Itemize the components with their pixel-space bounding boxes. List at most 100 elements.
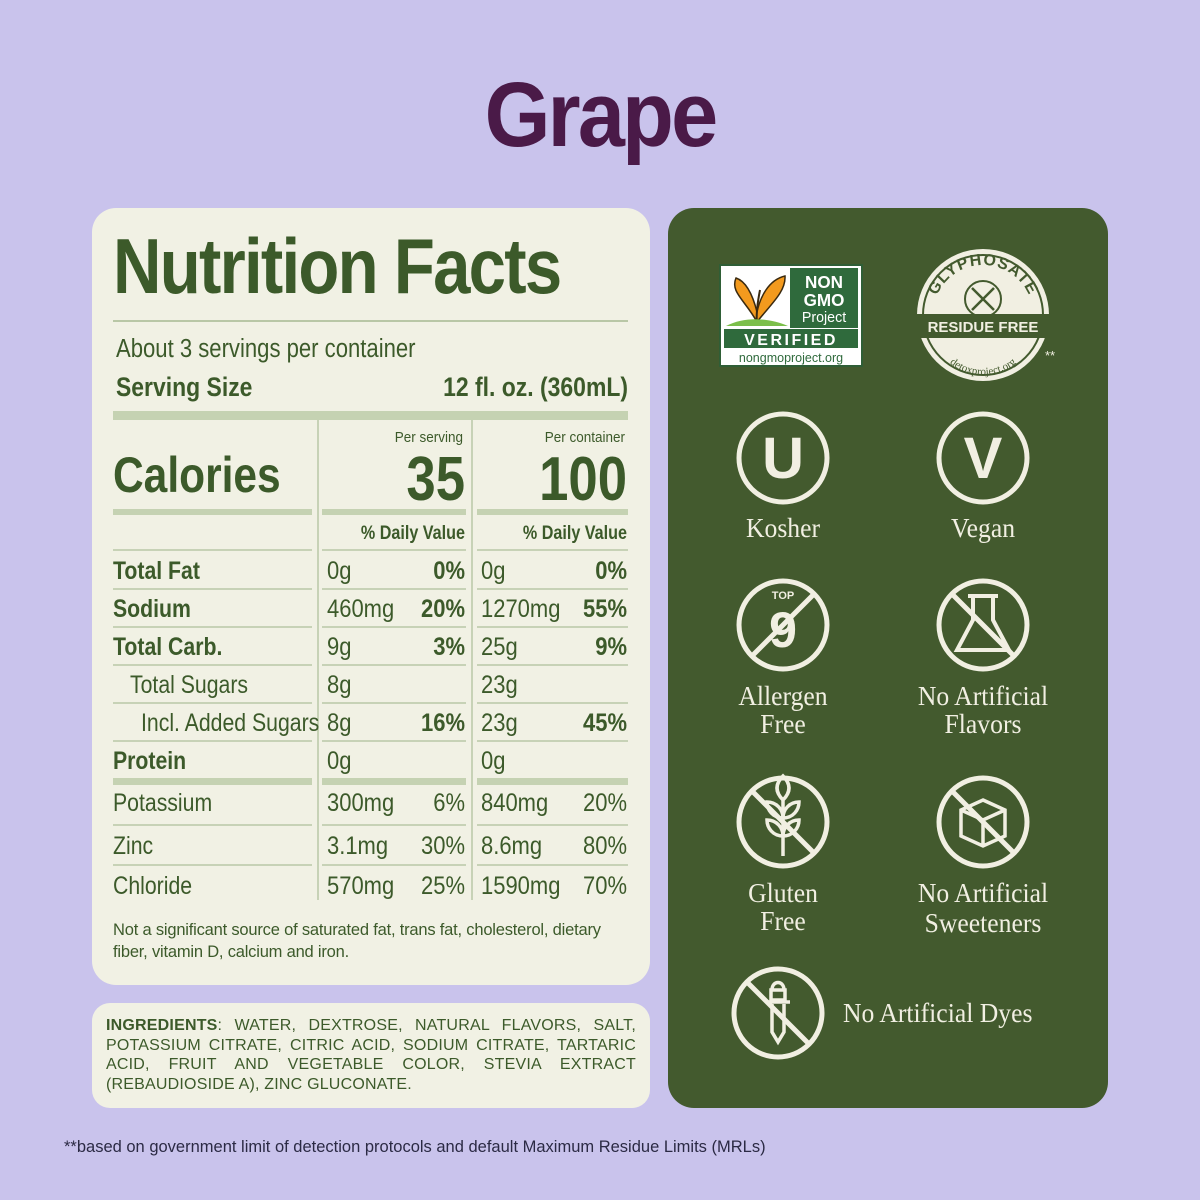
claim-label: Vegan [951, 513, 1015, 543]
ingredients-label: INGREDIENTS [106, 1017, 218, 1034]
ingredients-card [92, 1003, 650, 1108]
nutrition-heading: Nutrition Facts [113, 223, 560, 310]
nutrient-daily-value: 80% [583, 832, 627, 860]
calories-bar [322, 509, 466, 515]
nutrient-amount: 300mg [327, 789, 394, 817]
calories-value: 100 [539, 445, 627, 514]
ingredients-text: : WATER, DEXTROSE, NATURAL FLAVORS, SALT… [106, 1017, 636, 1093]
non-gmo-text: NON [805, 272, 843, 293]
claim-icons [731, 411, 1030, 1060]
daily-value-header: % Daily Value [361, 522, 465, 544]
dyes-icon [731, 966, 825, 1060]
generated: Grape Nutrition Facts About 3 servings per… [113, 63, 1055, 1028]
serving-size: 12 fl. oz. (360mL) [443, 372, 628, 402]
nutrient-daily-value: 6% [433, 789, 465, 817]
calories-bar [113, 509, 312, 515]
nutrient-name: Total Carb. [113, 632, 222, 660]
nutrient-daily-value: 20% [421, 595, 465, 623]
nutrient-amount: 0g [481, 557, 505, 585]
gluten-icon [736, 773, 830, 869]
serving-size-label: Serving Size [116, 372, 252, 402]
servings: About 3 servings per container [116, 334, 416, 363]
calories-value: 35 [406, 445, 465, 514]
glyphosate-badge [913, 249, 1053, 381]
vegan-icon [936, 411, 1030, 505]
claim-symbol: V [964, 426, 1003, 491]
nutrient-daily-value: 45% [583, 709, 627, 737]
nutrient-daily-value: 70% [583, 872, 627, 900]
non-gmo-text: GMO [804, 290, 845, 311]
nutrient-name: Total Fat [113, 556, 200, 584]
claim-label: Kosher [746, 513, 820, 543]
nutrient-daily-value: 25% [421, 872, 465, 900]
nutrient-amount: 3.1mg [327, 832, 388, 860]
nutrient-amount: 570mg [327, 872, 394, 900]
non-gmo-badge [719, 264, 863, 367]
sweeteners-icon [936, 775, 1030, 869]
allergen-icon [736, 578, 830, 672]
ingredients: INGREDIENTS: WATER, DEXTROSE, NATURAL FL… [106, 1016, 636, 1094]
calories-label: Calories [113, 447, 281, 503]
non-gmo-text: Project [802, 310, 846, 326]
nutrient-name: Potassium [113, 788, 212, 816]
non-gmo-url: nongmoproject.org [739, 351, 843, 365]
column-label: Per serving [395, 429, 463, 446]
claim-symbol: U [762, 426, 804, 491]
glyphosate-banner: RESIDUE FREE [928, 319, 1039, 336]
nutrient-name: Zinc [113, 831, 153, 859]
thick-bar [322, 778, 466, 785]
nutrient-daily-value: 30% [421, 832, 465, 860]
non-gmo-verified: VERIFIED [744, 332, 838, 349]
column-label: Per container [545, 429, 625, 446]
nutrient-name: Sodium [113, 594, 191, 622]
calories-bar [477, 509, 628, 515]
thick-bar [113, 411, 628, 420]
flavors-icon [936, 578, 1030, 672]
nutrient-name: Chloride [113, 871, 192, 899]
nutrient-amount: 0g [481, 747, 505, 775]
claim-label: Free [760, 709, 806, 739]
nutrient-name: Incl. Added Sugars [141, 708, 319, 736]
nutrient-amount: 23g [481, 671, 518, 699]
footnote: Not a significant source of saturated fa… [113, 921, 601, 961]
nutrient-amount: 8g [327, 709, 351, 737]
nutrient-amount: 0g [327, 557, 351, 585]
disclaimer: **based on government limit of detection… [64, 1138, 766, 1156]
kosher-icon [736, 411, 830, 505]
claim-label: No Artificial [918, 878, 1048, 908]
claim-label: Gluten [748, 878, 818, 908]
claims-panel [668, 208, 1108, 1108]
glyphosate-mark: ** [1045, 348, 1055, 363]
nutrient-daily-value: 3% [433, 633, 465, 661]
nutrient-daily-value: 20% [583, 789, 627, 817]
nutrient-amount: 25g [481, 633, 518, 661]
page-title: Grape [485, 63, 716, 166]
nutrient-amount: 23g [481, 709, 518, 737]
nutrient-amount: 1590mg [481, 872, 560, 900]
nutrition-card [92, 208, 650, 985]
nutrient-amount: 0g [327, 747, 351, 775]
nutrient-amount: 8.6mg [481, 832, 542, 860]
claim-label: Allergen [738, 681, 827, 711]
nutrient-name: Protein [113, 746, 186, 774]
claim-badge: TOP [772, 590, 794, 602]
nutrient-amount: 8g [327, 671, 351, 699]
claim-label: No Artificial Dyes [843, 998, 1032, 1028]
claim-label: Sweeteners [925, 908, 1042, 938]
claim-label: No Artificial [918, 681, 1048, 711]
nutrient-amount: 840mg [481, 789, 548, 817]
daily-value-header: % Daily Value [523, 522, 627, 544]
claim-symbol: 9 [769, 602, 797, 658]
nutrient-daily-value: 9% [595, 633, 627, 661]
nutrient-daily-value: 55% [583, 595, 627, 623]
nutrient-amount: 460mg [327, 595, 394, 623]
nutrient-amount: 1270mg [481, 595, 560, 623]
claim-label: Free [760, 906, 806, 936]
nutrient-daily-value: 16% [421, 709, 465, 737]
nutrient-daily-value: 0% [595, 557, 627, 585]
thick-bar [477, 778, 628, 785]
thick-bar [113, 778, 312, 785]
claim-label: Flavors [945, 709, 1022, 739]
